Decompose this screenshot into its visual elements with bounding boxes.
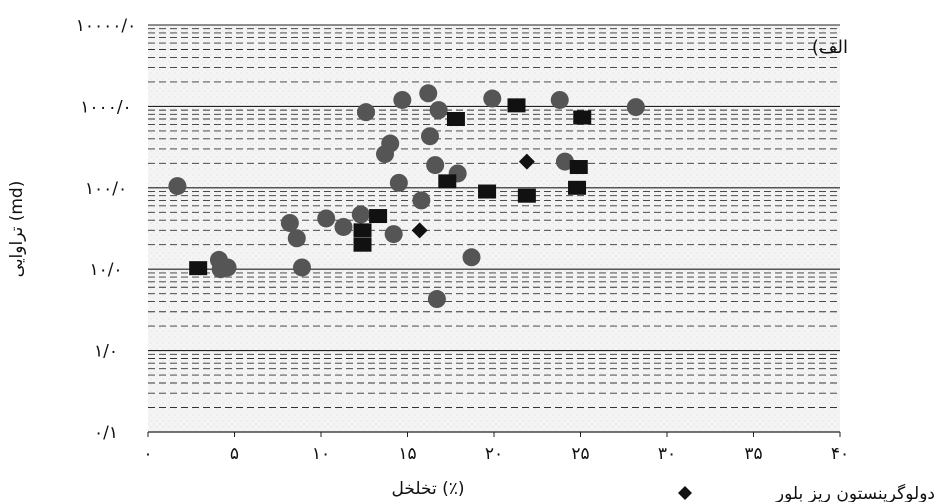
data-point-circle	[483, 89, 502, 108]
data-point-circle	[393, 90, 412, 109]
y-tick-label: ۱۰۰۰/۰	[80, 97, 131, 117]
y-tick-label: ۱/۰	[94, 342, 118, 362]
data-point-diamond	[518, 153, 535, 170]
data-point-square	[353, 237, 372, 252]
data-point-circle	[334, 217, 353, 236]
data-point-circle	[218, 258, 237, 277]
y-axis-title: تراوایی (md)	[7, 181, 27, 278]
y-tick-label: ۱۰/۰	[89, 260, 122, 280]
data-point-circle	[420, 127, 439, 146]
panel-label: الف)	[812, 37, 848, 58]
data-point-square	[353, 223, 372, 238]
x-axis-ticks: ۰ ۵ ۱۰ ۱۵ ۲۰ ۲۵ ۳۰ ۳۵ ۴۰	[143, 432, 849, 464]
data-point-square	[507, 98, 526, 113]
data-point-diamond	[411, 222, 428, 239]
x-tick-label: ۳۰	[658, 444, 676, 464]
x-tick-label: ۰	[143, 444, 152, 464]
legend-diamond-marker	[678, 486, 692, 500]
data-point-circle	[168, 177, 187, 196]
data-point-circle	[429, 101, 448, 120]
x-tick-label: ۴۰	[831, 444, 849, 464]
data-point-square	[568, 180, 587, 195]
data-point-circle	[292, 258, 311, 277]
y-axis-ticks: ۰/۱ ۱/۰ ۱۰/۰ ۱۰۰/۰ ۱۰۰۰/۰ ۱۰۰۰۰/۰	[76, 16, 137, 443]
data-point-circle	[384, 225, 403, 244]
x-tick-label: ۱۰	[312, 444, 330, 464]
legend-label: دولوگرینستون ریز بلور	[775, 483, 935, 502]
data-point-circle	[550, 90, 569, 109]
x-tick-label: ۵	[230, 444, 239, 464]
data-points	[168, 84, 645, 309]
data-point-circle	[626, 98, 645, 117]
data-point-circle	[287, 229, 306, 248]
x-tick-label: ۱۵	[398, 444, 416, 464]
data-point-square	[189, 261, 208, 276]
y-tick-label: ۱۰۰۰۰/۰	[76, 16, 137, 36]
data-point-circle	[280, 213, 299, 232]
data-point-circle	[412, 191, 431, 210]
data-point-square	[569, 160, 588, 175]
data-point-circle	[555, 152, 574, 171]
data-point-square	[517, 188, 536, 203]
data-point-square	[478, 184, 497, 199]
legend: دولوگرینستون ریز بلور	[678, 483, 935, 502]
plot-area	[148, 25, 840, 432]
data-point-circle	[426, 156, 445, 175]
data-point-square	[438, 174, 457, 189]
x-axis-title: تخلخل (٪)	[392, 479, 465, 499]
data-point-square	[369, 209, 388, 224]
data-point-circle	[351, 205, 370, 224]
x-tick-label: ۲۵	[571, 444, 589, 464]
x-tick-label: ۳۵	[744, 444, 762, 464]
data-point-square	[446, 112, 465, 127]
data-point-circle	[356, 103, 375, 122]
data-point-circle	[419, 84, 438, 103]
data-point-circle	[427, 290, 446, 309]
y-tick-label: ۰/۱	[94, 423, 118, 443]
y-tick-label: ۱۰۰/۰	[85, 179, 127, 199]
data-point-circle	[462, 248, 481, 267]
x-tick-label: ۲۰	[485, 444, 503, 464]
data-point-circle	[317, 209, 336, 228]
data-point-circle	[381, 134, 400, 153]
data-point-circle	[389, 173, 408, 192]
data-point-square	[573, 110, 592, 125]
